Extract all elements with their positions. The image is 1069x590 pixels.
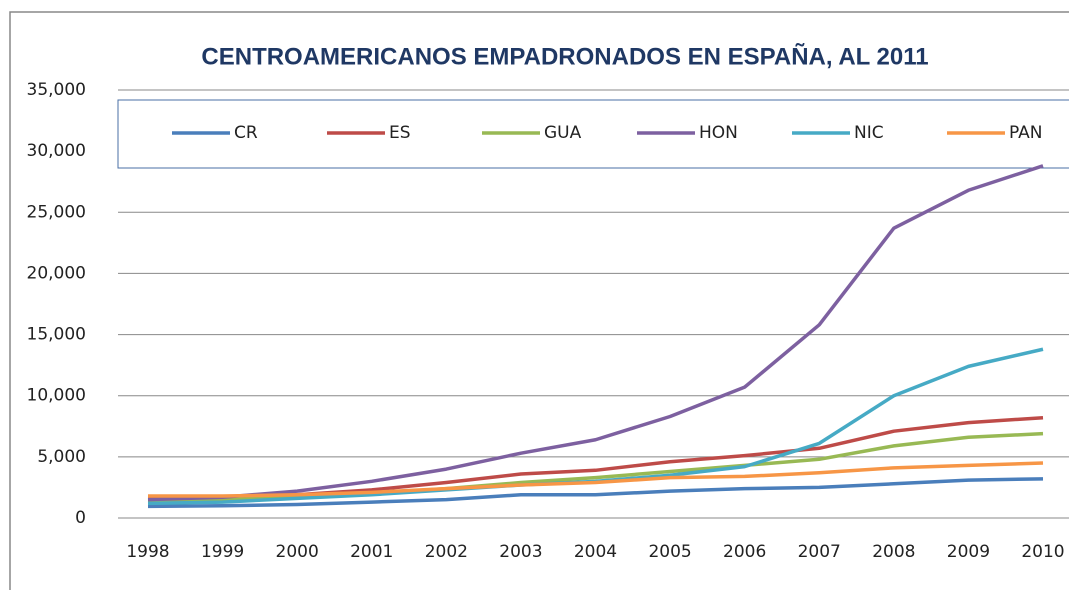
x-tick-label: 2002 [425,542,468,562]
x-tick-label: 2009 [947,542,990,562]
line-series [147,164,1044,502]
line-series [147,477,1044,509]
legend-label: NIC [854,123,884,143]
x-tick-label: 2006 [723,542,766,562]
y-tick-label: 30,000 [27,141,86,161]
x-tick-label: 1998 [126,542,169,562]
x-tick-label: 1999 [201,542,244,562]
legend-box [117,99,1069,169]
y-tick-label: 35,000 [27,80,86,100]
y-tick-label: 5,000 [37,447,86,467]
chart-title: CENTROAMERICANOS EMPADRONADOS EN ESPAÑA,… [201,42,928,70]
legend-label: PAN [1009,123,1043,143]
x-tick-label: 2003 [499,542,542,562]
y-tick-label: 25,000 [27,202,86,222]
legend-label: CR [234,123,258,143]
y-tick-label: 15,000 [27,325,86,345]
x-tick-label: 2005 [648,542,691,562]
legend-label: GUA [544,123,582,143]
x-tick-label: 2010 [1021,542,1064,562]
y-tick-label: 0 [75,508,86,528]
legend-label: ES [389,123,411,143]
x-tick-label: 2004 [574,542,617,562]
x-tick-label: 2008 [872,542,915,562]
legend-label: HON [699,123,738,143]
y-tick-label: 20,000 [27,263,86,283]
x-tick-label: 2001 [350,542,393,562]
line-series [148,461,1044,498]
x-tick-label: 2000 [276,542,319,562]
y-tick-label: 10,000 [27,386,86,406]
x-tick-label: 2007 [798,542,841,562]
